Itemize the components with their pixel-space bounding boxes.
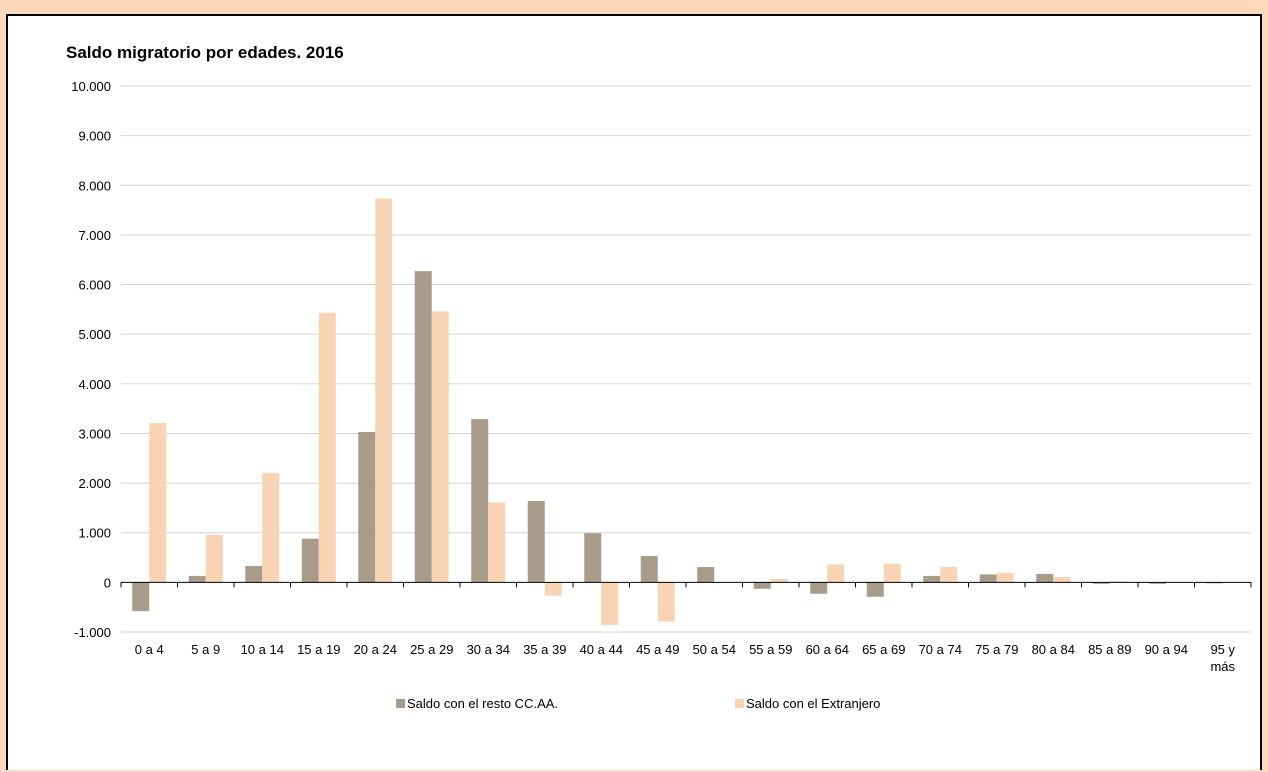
y-tick-label: 0: [104, 575, 111, 590]
bar-extranjero: [996, 572, 1014, 583]
y-tick-label: 3.000: [78, 426, 111, 441]
bar-resto-ccaa: [979, 574, 997, 583]
bar-chart: Saldo migratorio por edades. 2016 10.000…: [66, 43, 1252, 711]
bars: [132, 198, 1223, 626]
bar-resto-ccaa: [753, 582, 771, 589]
bar-resto-ccaa: [923, 575, 941, 583]
x-tick-label: 20 a 24: [354, 642, 397, 657]
legend-label: Saldo con el resto CC.AA.: [407, 696, 558, 711]
bar-extranjero: [431, 311, 449, 583]
bar-resto-ccaa: [584, 533, 602, 583]
x-tick-label: 35 a 39: [523, 642, 566, 657]
bar-resto-ccaa: [188, 575, 206, 583]
x-tick-label: 45 a 49: [636, 642, 679, 657]
x-tick-label: 95 y: [1210, 642, 1235, 657]
bar-extranjero: [488, 502, 506, 583]
bar-resto-ccaa: [132, 582, 150, 612]
bar-extranjero: [601, 582, 619, 626]
x-tick-label: 55 a 59: [749, 642, 792, 657]
y-tick-label: 4.000: [78, 377, 111, 392]
chart-title: Saldo migratorio por edades. 2016: [66, 43, 344, 62]
bar-resto-ccaa: [245, 565, 263, 583]
legend-label: Saldo con el Extranjero: [746, 696, 880, 711]
bar-resto-ccaa: [414, 271, 432, 583]
x-tick-label: 0 a 4: [135, 642, 164, 657]
y-tick-label: 9.000: [78, 129, 111, 144]
bar-extranjero: [205, 534, 223, 583]
bar-resto-ccaa: [1036, 573, 1054, 583]
y-tick-label: 1.000: [78, 526, 111, 541]
chart-frame: Saldo migratorio por edades. 2016 10.000…: [6, 14, 1262, 770]
y-axis-ticks: 10.000 9.000 8.000 7.000 6.000 5.000 4.000 3.00…: [71, 79, 111, 640]
x-tick-label: 25 a 29: [410, 642, 453, 657]
bar-extranjero: [1053, 576, 1071, 583]
bar-extranjero: [262, 473, 280, 583]
x-tick-label: 10 a 14: [241, 642, 284, 657]
bar-extranjero: [375, 198, 393, 583]
y-tick-label: 8.000: [78, 178, 111, 193]
bar-extranjero: [149, 423, 167, 583]
bar-resto-ccaa: [866, 582, 884, 597]
bar-resto-ccaa: [1092, 582, 1110, 584]
x-axis: [120, 581, 1252, 588]
x-tick-label: 80 a 84: [1032, 642, 1075, 657]
bar-resto-ccaa: [301, 538, 319, 583]
bar-resto-ccaa: [527, 500, 545, 583]
y-tick-label: 7.000: [78, 228, 111, 243]
x-tick-label: 60 a 64: [806, 642, 849, 657]
bar-extranjero: [940, 566, 958, 583]
y-tick-label: 6.000: [78, 278, 111, 293]
bar-resto-ccaa: [640, 556, 658, 583]
y-tick-label: 2.000: [78, 476, 111, 491]
bar-extranjero: [770, 578, 788, 583]
bar-resto-ccaa: [810, 582, 828, 594]
legend-swatch: [735, 699, 744, 708]
x-axis-ticks: 0 a 4 5 a 9 10 a 14 15 a 19 20 a 24 25 a 29 30…: [135, 642, 1236, 674]
bar-resto-ccaa: [358, 431, 376, 583]
x-tick-label: 15 a 19: [297, 642, 340, 657]
bar-extranjero: [657, 582, 675, 622]
gridlines: [121, 85, 1251, 633]
bar-extranjero: [544, 582, 562, 596]
bar-extranjero: [827, 564, 845, 583]
bar-extranjero: [318, 312, 336, 583]
y-tick-label: -1.000: [74, 625, 111, 640]
x-tick-label: 65 a 69: [862, 642, 905, 657]
x-tick-label: 5 a 9: [191, 642, 220, 657]
y-tick-label: 10.000: [71, 79, 111, 94]
x-tick-label: 70 a 74: [919, 642, 962, 657]
x-tick-label: más: [1210, 659, 1235, 674]
legend: Saldo con el resto CC.AA. Saldo con el Ex…: [396, 696, 880, 711]
x-tick-label: 50 a 54: [693, 642, 736, 657]
x-tick-label: 30 a 34: [467, 642, 510, 657]
x-tick-label: 40 a 44: [580, 642, 623, 657]
legend-swatch: [396, 699, 405, 708]
x-tick-label: 75 a 79: [975, 642, 1018, 657]
bar-resto-ccaa: [1149, 582, 1167, 584]
bar-resto-ccaa: [471, 419, 489, 583]
x-tick-label: 85 a 89: [1088, 642, 1131, 657]
bar-resto-ccaa: [697, 566, 715, 583]
bar-extranjero: [883, 563, 901, 583]
y-tick-label: 5.000: [78, 327, 111, 342]
x-tick-label: 90 a 94: [1145, 642, 1188, 657]
